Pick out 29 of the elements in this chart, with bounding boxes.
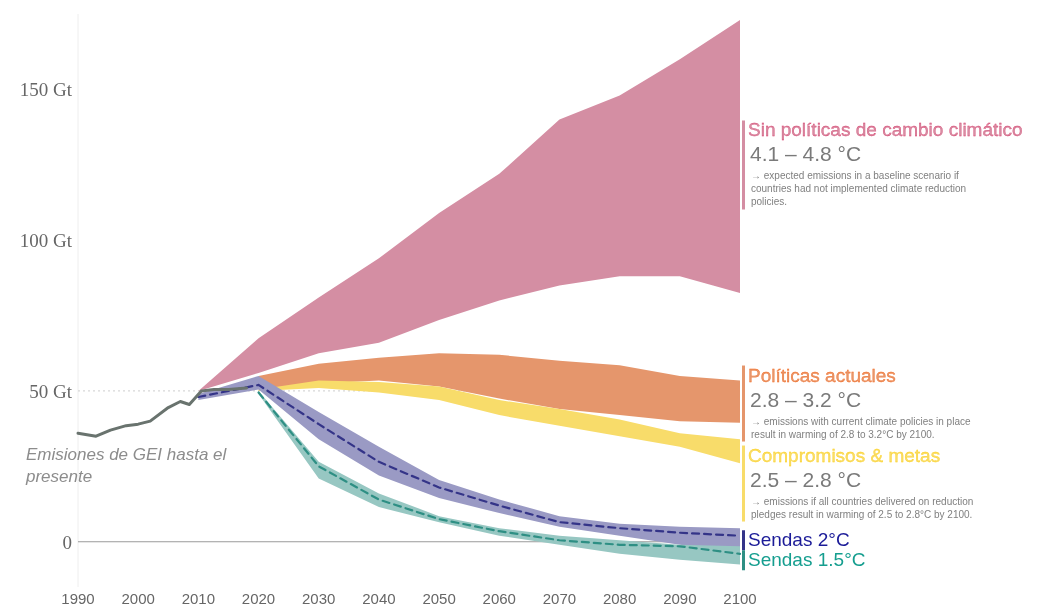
x-tick-label: 2020	[241, 590, 276, 607]
text: 2.5 – 2.8 °C	[750, 467, 862, 491]
text: → emissions with current climate policies in place result in warming of 2.8 to 3.2°C by 2100.	[751, 415, 971, 440]
x-tick-label: 2030	[302, 590, 336, 607]
y-tick-label: 50 Gt	[29, 380, 73, 402]
x-tick-label: 2100	[723, 590, 757, 607]
legend-label: Políticas actuales	[748, 364, 896, 386]
y-tick-label: 150 Gt	[19, 79, 73, 101]
annotation: Emisiones de GEI hasta el presente	[25, 445, 228, 487]
x-tick-label: 2090	[663, 590, 697, 607]
x-tick-label: 2010	[181, 590, 216, 607]
x-tick-label: 2080	[602, 590, 637, 607]
legend-label: Sendas 1.5°C	[748, 549, 866, 571]
x-tick-label: 2050	[422, 590, 456, 607]
x-tick-label: 2070	[542, 590, 577, 607]
text: → expected emissions in a baseline scenario if countries had not implemented climate reduction policies.	[751, 170, 967, 208]
legend-label: Sin políticas de cambio climático	[748, 119, 1023, 141]
y-tick-label: 100 Gt	[19, 230, 73, 252]
x-tick-label: 2060	[482, 590, 516, 607]
x-tick-label: 1990	[61, 590, 95, 607]
legend-label: Compromisos & metas	[748, 444, 941, 466]
y-tick-label: 0	[62, 531, 72, 553]
legend-label: Sendas 2°C	[748, 529, 850, 551]
text: 2.8 – 3.2 °C	[750, 387, 862, 411]
x-tick-label: 2000	[121, 590, 155, 607]
text: → emissions if all countries delivered on reduction pledges result in warming of 2.5 to 2.8°C by 2100.	[751, 495, 974, 520]
x-tick-label: 2040	[362, 590, 396, 607]
text: 4.1 – 4.8 °C	[750, 142, 862, 166]
line-series	[76, 386, 249, 438]
